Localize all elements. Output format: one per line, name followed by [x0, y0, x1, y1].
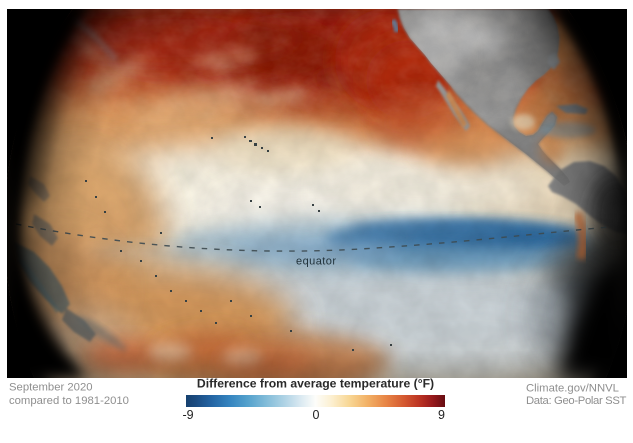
svg-text:Difference from average temper: Difference from average temperature (°F) [197, 376, 434, 390]
svg-text:compared to 1981-2010: compared to 1981-2010 [9, 395, 129, 407]
svg-text:-9: -9 [183, 408, 194, 422]
svg-text:0: 0 [313, 408, 320, 422]
svg-text:Climate.gov/NNVL: Climate.gov/NNVL [526, 382, 619, 394]
svg-text:9: 9 [438, 408, 445, 422]
svg-text:Data: Geo-Polar SST: Data: Geo-Polar SST [526, 395, 627, 407]
svg-text:September 2020: September 2020 [9, 382, 93, 394]
